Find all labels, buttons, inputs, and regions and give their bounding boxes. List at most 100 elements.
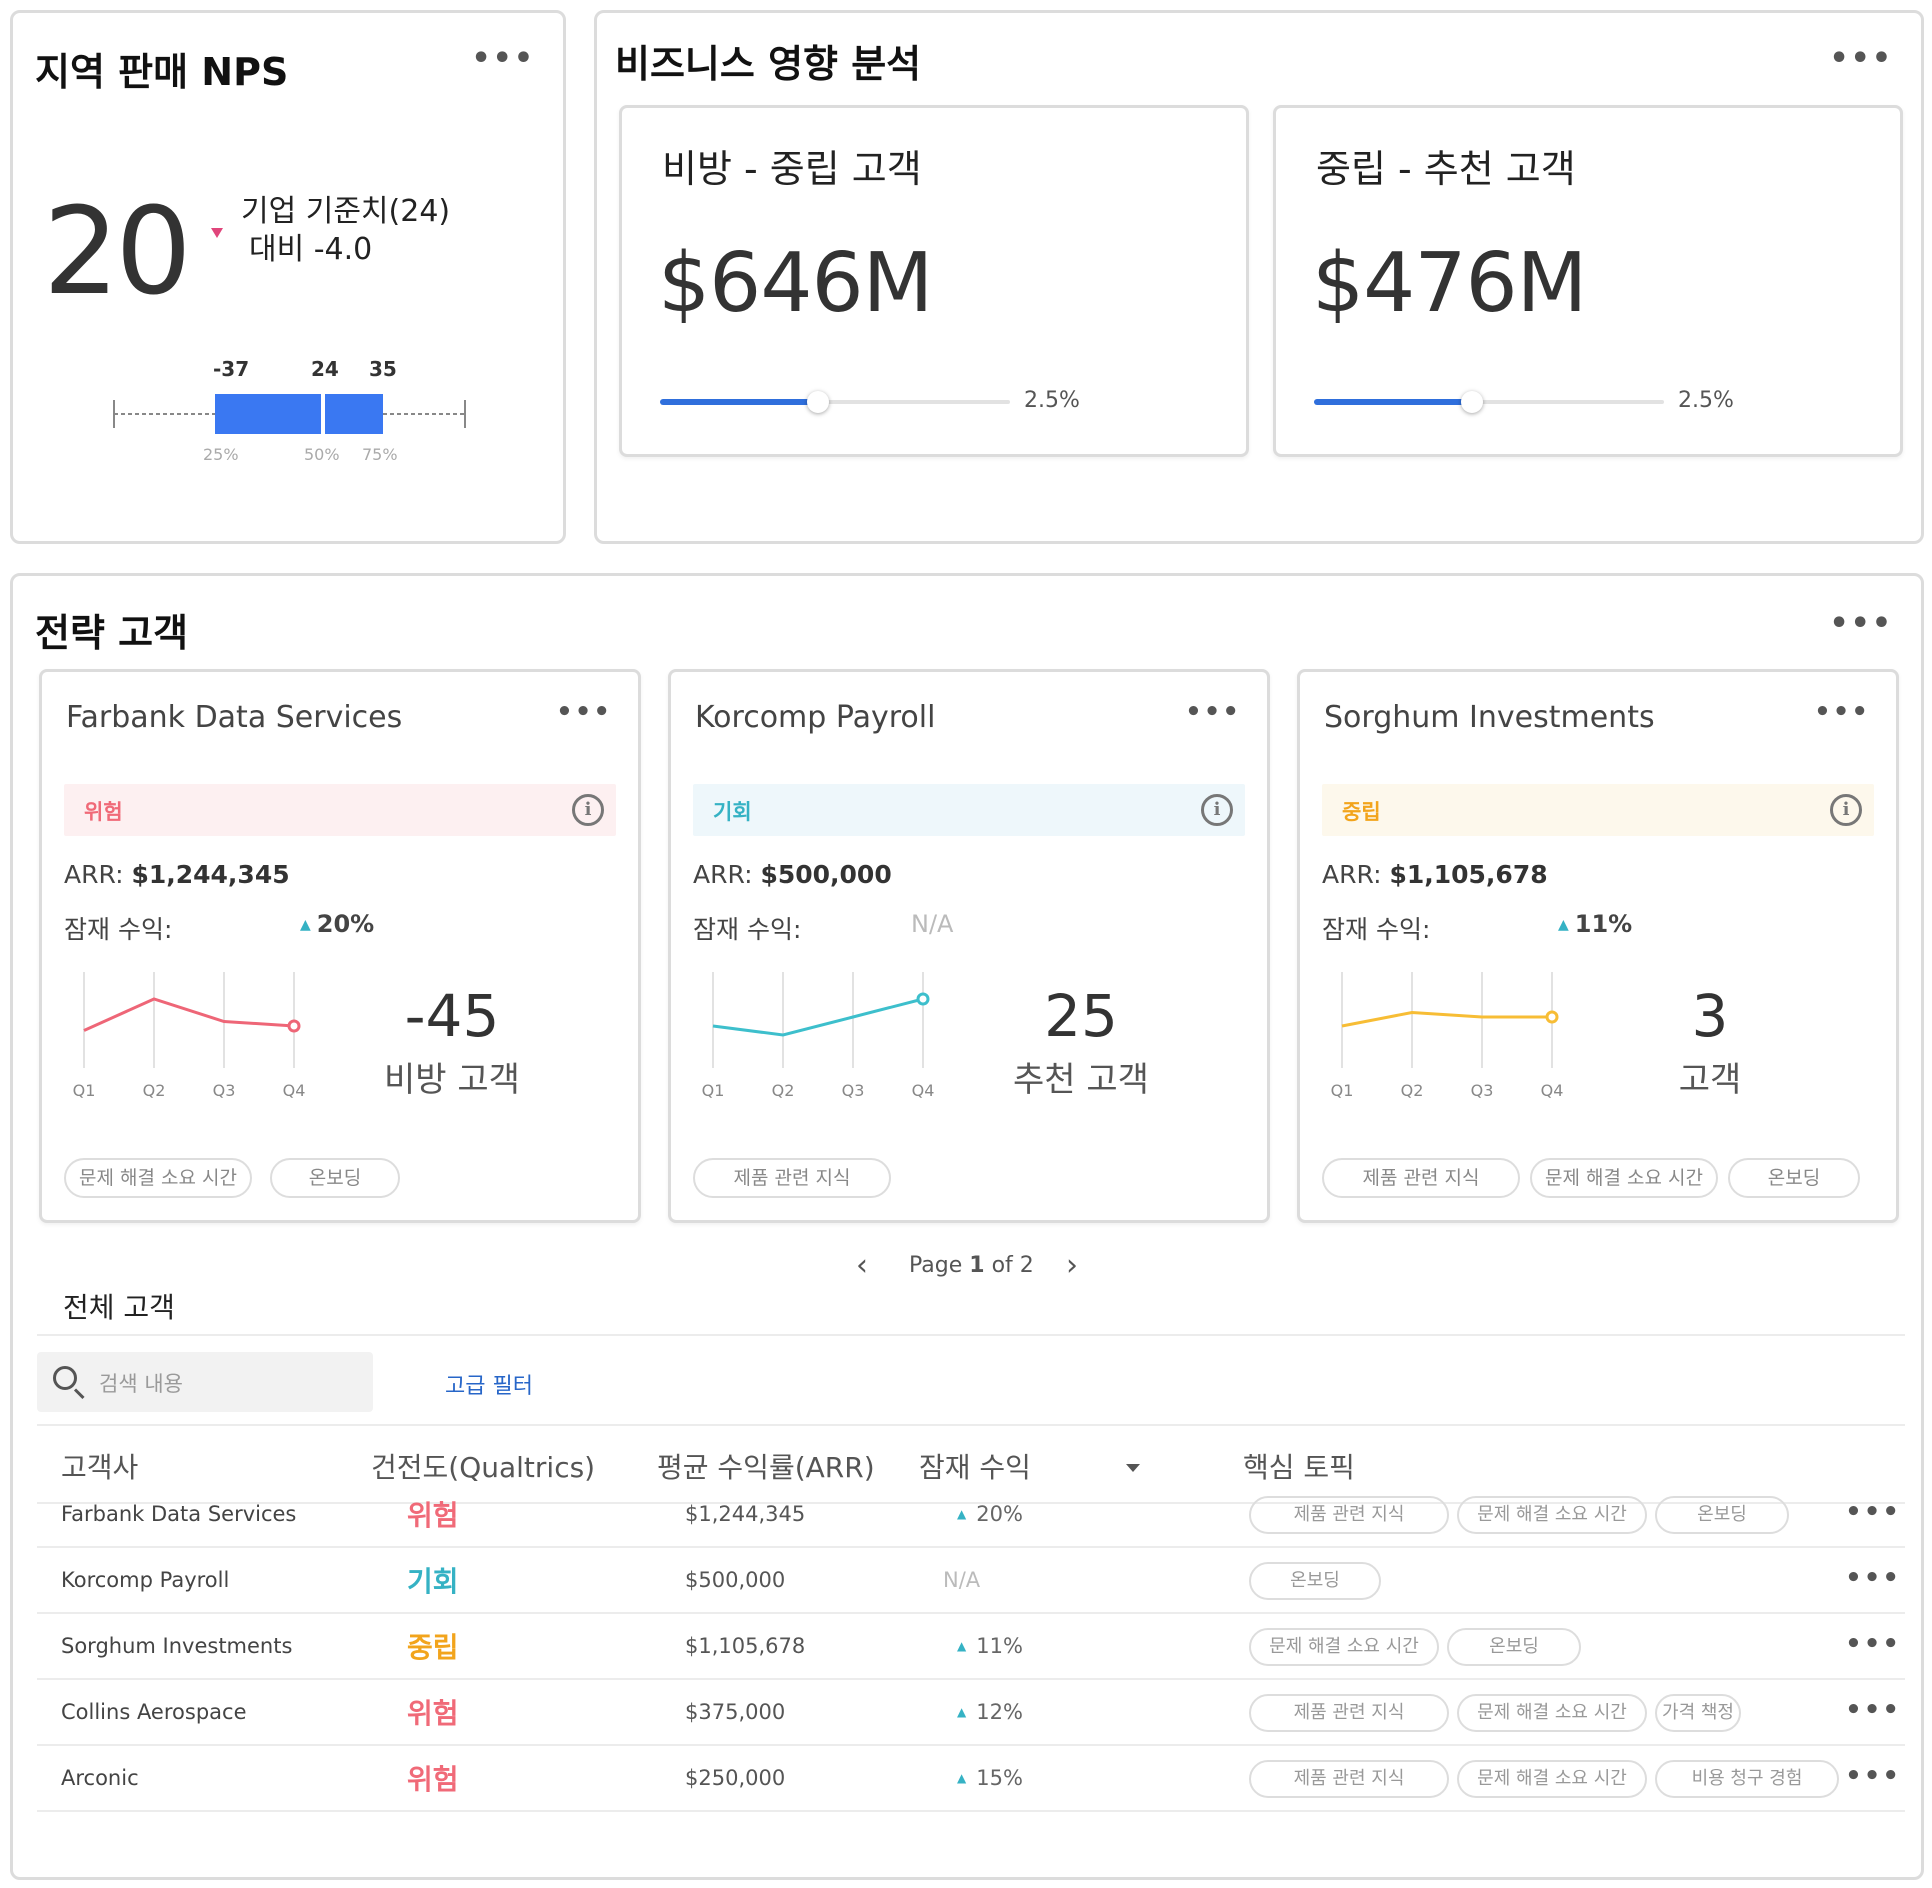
table-row[interactable]: Arconic 위험 $250,000 ▲ 15% 제품 관련 지식 문제 해결 소요 시간… [37,1746,1905,1812]
table-row[interactable]: Sorghum Investments 중립 $1,105,678 ▲ 11% 문제 해결… [37,1614,1905,1680]
impact-slider[interactable] [660,391,1010,413]
customer-name[interactable]: Arconic [61,1766,139,1790]
arr-label: ARR: [1322,860,1382,889]
x-tick-label: Q2 [1401,1081,1424,1100]
impact-card-neutral-promoter: 중립 - 추천 고객 $476M 2.5% [1273,105,1903,457]
account-more-icon[interactable]: ••• [1814,697,1870,727]
customer-name[interactable]: Farbank Data Services [61,1502,297,1526]
chevron-right-icon[interactable]: › [1066,1248,1078,1283]
pager-sep: of [991,1253,1013,1278]
topic-pill[interactable]: 문제 해결 소요 시간 [1457,1496,1647,1534]
business-impact-panel: 비즈니스 영향 분석 ••• 비방 - 중립 고객 $646M 2.5% 중립 … [594,10,1924,544]
col-header-customer[interactable]: 고객사 [61,1451,139,1484]
impact-card-value: $476M [1312,236,1587,331]
info-icon[interactable]: i [1201,794,1233,826]
account-card[interactable]: Farbank Data Services ••• 위험 i ARR: $1,24… [39,669,641,1223]
nps-score: 20 [43,183,192,322]
topic-pill[interactable]: 온보딩 [1655,1496,1789,1534]
col-header-topics[interactable]: 핵심 토픽 [1243,1451,1355,1484]
pct-label-50: 50% [304,445,340,464]
strategic-title: 전략 고객 [35,611,189,655]
x-tick-label: Q1 [73,1081,96,1100]
impact-card-subtitle: 비방 - 중립 고객 [662,147,922,191]
chevron-left-icon[interactable]: ‹ [856,1248,868,1283]
series-line [712,997,924,1037]
arr-value: $1,244,345 [685,1502,806,1526]
divider [37,1424,1905,1426]
topic-pill[interactable]: 온보딩 [270,1158,400,1198]
account-card[interactable]: Sorghum Investments ••• 중립 i ARR: $1,105,… [1297,669,1899,1223]
account-name[interactable]: Farbank Data Services [66,700,403,735]
arr-label: ARR: [64,860,124,889]
x-tick-label: Q1 [702,1081,725,1100]
account-name[interactable]: Sorghum Investments [1324,700,1655,735]
up-triangle-icon: ▲ [957,1705,967,1719]
account-name[interactable]: Korcomp Payroll [695,700,936,735]
col-header-potential[interactable]: 잠재 수익 [919,1451,1031,1484]
row-more-icon[interactable]: ••• [1845,1563,1901,1593]
row-more-icon[interactable]: ••• [1845,1629,1901,1659]
status-label: 위험 [84,800,123,824]
table-row[interactable]: Collins Aerospace 위험 $375,000 ▲ 12% 제품 관련 지식 문… [37,1680,1905,1746]
topic-pill[interactable]: 문제 해결 소요 시간 [1457,1694,1647,1732]
sort-caret-icon[interactable] [1126,1464,1140,1472]
row-more-icon[interactable]: ••• [1845,1695,1901,1725]
col-header-health[interactable]: 건전도(Qualtrics) [371,1451,596,1484]
strategic-customers-panel: 전략 고객 ••• Farbank Data Services ••• 위험 i … [10,573,1924,1880]
topic-pill[interactable]: 제품 관련 지식 [1249,1760,1449,1798]
topic-pill[interactable]: 문제 해결 소요 시간 [1249,1628,1439,1666]
topic-pill[interactable]: 비용 청구 경험 [1655,1760,1839,1798]
topic-pill[interactable]: 온보딩 [1447,1628,1581,1666]
quarterly-trend-chart: Q1 Q2 Q3 Q4 [702,972,934,1100]
impact-slider[interactable] [1314,391,1664,413]
status-label: 기회 [713,800,752,824]
topic-pill[interactable]: 제품 관련 지식 [1249,1496,1449,1534]
up-triangle-icon: ▲ [957,1507,967,1521]
topic-pill[interactable]: 문제 해결 소요 시간 [1530,1158,1718,1198]
potential-value: 12% [976,1700,1023,1724]
x-tick-label: Q3 [1471,1081,1494,1100]
account-card[interactable]: Korcomp Payroll ••• 기회 i ARR: $500,000 잠재 … [668,669,1270,1223]
advanced-filter-link[interactable]: 고급 필터 [445,1374,533,1399]
topic-pill[interactable]: 문제 해결 소요 시간 [64,1158,252,1198]
account-more-icon[interactable]: ••• [1185,697,1241,727]
row-more-icon[interactable]: ••• [1845,1497,1901,1527]
health-status: 중립 [407,1631,459,1664]
down-triangle-icon [211,228,223,238]
account-more-icon[interactable]: ••• [556,697,612,727]
kpi-value: 25 [1044,982,1118,1050]
box-label-high: 35 [369,357,397,381]
customer-name[interactable]: Korcomp Payroll [61,1568,230,1592]
impact-card-detractor-neutral: 비방 - 중립 고객 $646M 2.5% [619,105,1249,457]
topic-pill[interactable]: 문제 해결 소요 시간 [1457,1760,1647,1798]
customer-name[interactable]: Sorghum Investments [61,1634,293,1658]
topic-pill[interactable]: 가격 책정 [1655,1694,1741,1732]
topic-pill[interactable]: 제품 관련 지식 [1322,1158,1520,1198]
customer-name[interactable]: Collins Aerospace [61,1700,247,1724]
row-more-icon[interactable]: ••• [1845,1761,1901,1791]
arr-value: $1,105,678 [685,1634,806,1658]
table-row[interactable]: Korcomp Payroll 기회 $500,000 N/A 온보딩 ••• [37,1548,1905,1614]
col-header-arr[interactable]: 평균 수익률(ARR) [657,1451,875,1484]
status-label: 중립 [1342,800,1381,824]
pager-total: 2 [1019,1253,1034,1278]
topic-pill[interactable]: 제품 관련 지식 [693,1158,891,1198]
x-tick-label: Q3 [213,1081,236,1100]
nps-more-icon[interactable]: ••• [471,41,535,76]
impact-slider-thumb[interactable] [1460,391,1483,413]
arr-value: $375,000 [685,1700,786,1724]
business-more-icon[interactable]: ••• [1829,41,1893,76]
table-row[interactable]: Farbank Data Services 위험 $1,244,345 ▲ 20% 제품 … [37,1482,1905,1548]
health-status: 위험 [407,1499,459,1532]
topic-pill[interactable]: 온보딩 [1249,1562,1381,1600]
search-input[interactable]: 검색 내용 [37,1352,373,1412]
info-icon[interactable]: i [1830,794,1862,826]
up-triangle-icon: ▲ [300,917,311,933]
strategic-more-icon[interactable]: ••• [1829,606,1893,641]
impact-slider-value: 2.5% [1024,388,1080,413]
topic-pill[interactable]: 온보딩 [1728,1158,1860,1198]
topic-pill[interactable]: 제품 관련 지식 [1249,1694,1449,1732]
impact-slider-thumb[interactable] [806,391,829,413]
impact-slider-fill [1314,399,1472,405]
info-icon[interactable]: i [572,794,604,826]
